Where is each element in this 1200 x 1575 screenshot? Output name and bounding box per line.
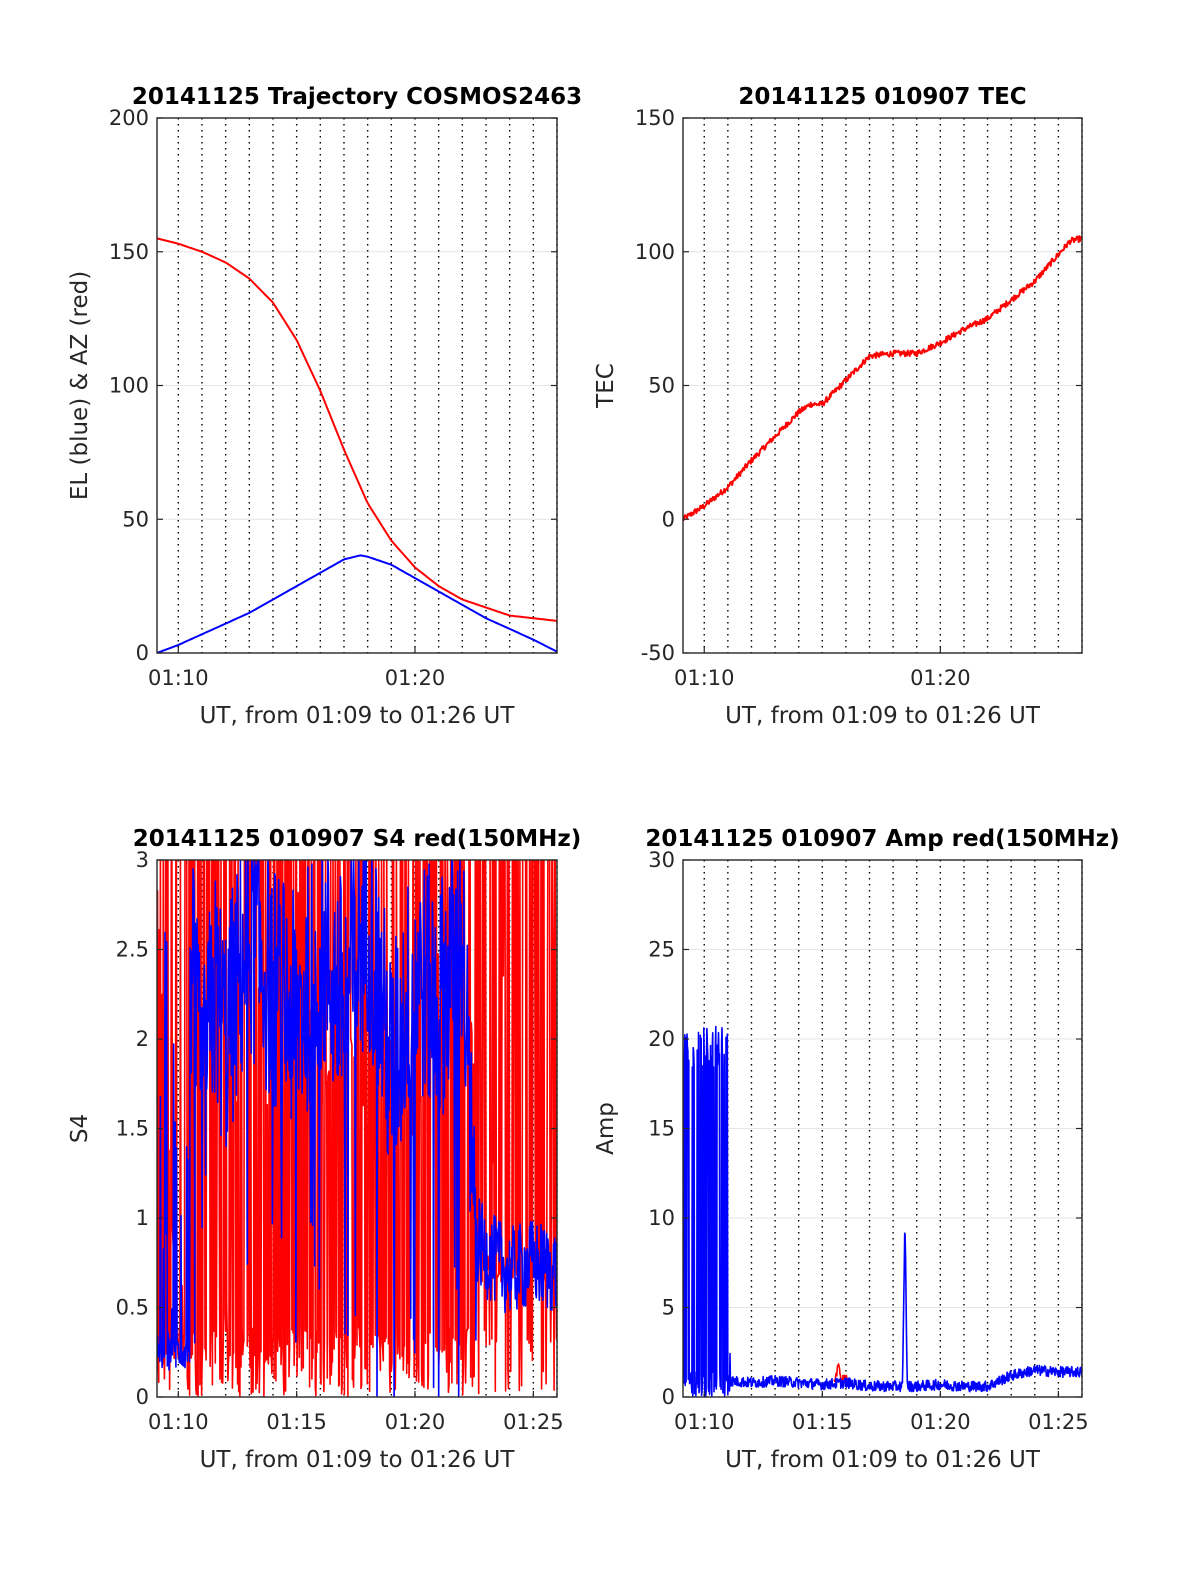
x-axis-label: UT, from 01:09 to 01:26 UT	[725, 1447, 1041, 1473]
y-tick-label: 50	[122, 507, 149, 531]
y-axis-label: Amp	[593, 1102, 619, 1155]
y-tick-label: 3	[136, 848, 149, 872]
chart-title: 20141125 010907 S4 red(150MHz)	[133, 826, 582, 852]
y-axis-label: TEC	[593, 363, 619, 409]
x-axis-label: UT, from 01:09 to 01:26 UT	[200, 703, 516, 729]
series-line-blue	[683, 1025, 1082, 1397]
plot-lines	[683, 1025, 1082, 1397]
chart-panel-1: 0 50 100 150 200 01:10 01:20 20141125 Trajector…	[67, 84, 582, 729]
y-tick-label: 30	[648, 848, 675, 872]
x-tick-label: 01:15	[266, 1410, 327, 1434]
series-line-blue	[157, 860, 557, 1397]
y-tick-label: 100	[635, 240, 675, 264]
y-tick-label: 5	[662, 1296, 675, 1320]
y-tick-label: 50	[648, 374, 675, 398]
chart-panel-2: -50 0 50 100 150 01:10 01:20 20141125 010907 TE…	[593, 84, 1083, 729]
y-tick-label: 0	[136, 641, 149, 665]
x-tick-label: 01:20	[385, 1410, 446, 1434]
x-tick-label: 01:10	[674, 666, 735, 690]
x-tick-label: 01:20	[385, 666, 446, 690]
series-line-blue	[157, 554, 557, 653]
series-line-red	[157, 860, 557, 1397]
y-tick-label: 100	[109, 374, 149, 398]
y-tick-label: 150	[109, 240, 149, 264]
plot-lines	[157, 860, 557, 1397]
x-axis-label: UT, from 01:09 to 01:26 UT	[200, 1447, 516, 1473]
x-tick-label: 01:25	[503, 1410, 564, 1434]
y-axis-label: S4	[67, 1114, 93, 1143]
y-tick-label: 1.5	[116, 1117, 149, 1141]
x-axis-label: UT, from 01:09 to 01:26 UT	[725, 703, 1041, 729]
x-tick-label: 01:15	[792, 1410, 853, 1434]
y-tick-label: 0	[662, 1385, 675, 1409]
y-tick-label: 150	[635, 106, 675, 130]
y-tick-label: 20	[648, 1027, 675, 1051]
plot-lines	[683, 235, 1082, 521]
y-axis-label: EL (blue) & AZ (red)	[67, 271, 93, 500]
series-line-red	[157, 237, 557, 622]
y-tick-label: 0.5	[116, 1296, 149, 1320]
chart-title: 20141125 010907 Amp red(150MHz)	[645, 826, 1119, 852]
series-line-red	[683, 235, 1082, 521]
y-tick-label: 0	[662, 507, 675, 531]
y-tick-label: 0	[136, 1385, 149, 1409]
x-tick-label: 01:20	[910, 1410, 971, 1434]
y-tick-label: 15	[648, 1117, 675, 1141]
x-tick-label: 01:10	[148, 666, 209, 690]
x-tick-label: 01:20	[910, 666, 971, 690]
chart-panel-4: 0 5 10 15 20 25 30 01:10 01:15 01:20 01:25 20141125…	[593, 826, 1120, 1473]
chart-title: 20141125 Trajectory COSMOS2463	[132, 84, 582, 110]
plot-lines	[157, 237, 557, 653]
x-tick-label: 01:25	[1028, 1410, 1089, 1434]
y-tick-label: -50	[641, 641, 675, 665]
y-tick-label: 2.5	[116, 938, 149, 962]
x-tick-label: 01:10	[148, 1410, 209, 1434]
y-tick-label: 1	[136, 1206, 149, 1230]
y-tick-label: 2	[136, 1027, 149, 1051]
y-tick-label: 25	[648, 938, 675, 962]
y-tick-label: 200	[109, 106, 149, 130]
x-tick-label: 01:10	[674, 1410, 735, 1434]
chart-title: 20141125 010907 TEC	[738, 84, 1026, 110]
chart-panel-3: 0 0.5 1 1.5 2 2.5 3 01:10 01:15 01:20 01:25 2014112…	[67, 826, 582, 1473]
y-tick-label: 10	[648, 1206, 675, 1230]
